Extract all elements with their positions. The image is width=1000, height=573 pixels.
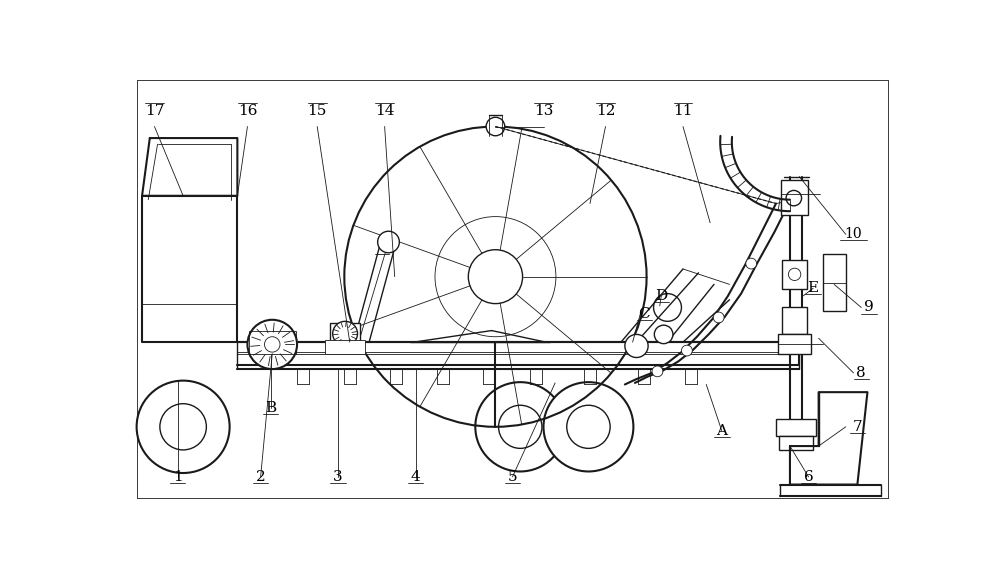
- Text: 5: 5: [508, 470, 517, 484]
- Text: 6: 6: [804, 470, 813, 484]
- Bar: [330, 323, 360, 344]
- Text: 16: 16: [238, 104, 257, 118]
- Text: 17: 17: [145, 104, 164, 118]
- Circle shape: [468, 250, 523, 304]
- Circle shape: [654, 293, 681, 321]
- Text: 1: 1: [173, 470, 183, 484]
- Text: 15: 15: [308, 104, 327, 118]
- Text: 11: 11: [673, 104, 693, 118]
- Bar: [778, 335, 811, 354]
- Circle shape: [378, 231, 399, 253]
- Circle shape: [475, 382, 565, 472]
- Text: C: C: [638, 307, 650, 321]
- Circle shape: [788, 268, 801, 281]
- Circle shape: [544, 382, 633, 472]
- Text: B: B: [265, 401, 276, 414]
- Text: 14: 14: [375, 104, 394, 118]
- Text: 9: 9: [864, 300, 874, 315]
- Text: E: E: [808, 281, 819, 295]
- Text: 8: 8: [856, 366, 866, 380]
- Text: A: A: [716, 423, 727, 438]
- Text: 10: 10: [845, 227, 862, 241]
- Circle shape: [333, 321, 358, 346]
- Bar: [325, 340, 365, 354]
- Circle shape: [247, 320, 297, 369]
- Circle shape: [137, 380, 230, 473]
- Text: 7: 7: [853, 420, 862, 434]
- Bar: [779, 436, 813, 450]
- Circle shape: [786, 190, 802, 206]
- Text: 12: 12: [596, 104, 615, 118]
- Circle shape: [713, 312, 724, 323]
- Text: 13: 13: [534, 104, 553, 118]
- Bar: [249, 331, 296, 354]
- Text: 3: 3: [333, 470, 343, 484]
- Text: 2: 2: [256, 470, 266, 484]
- Circle shape: [654, 325, 673, 344]
- Polygon shape: [790, 392, 867, 485]
- Text: 4: 4: [411, 470, 420, 484]
- Bar: [782, 308, 807, 335]
- Circle shape: [625, 335, 648, 358]
- Bar: [782, 260, 807, 289]
- Bar: [776, 419, 816, 436]
- Circle shape: [486, 117, 505, 136]
- Text: D: D: [655, 289, 667, 303]
- Polygon shape: [142, 138, 237, 196]
- Polygon shape: [142, 196, 237, 342]
- Circle shape: [746, 258, 757, 269]
- Circle shape: [652, 366, 663, 377]
- Bar: [822, 254, 846, 311]
- Circle shape: [681, 345, 692, 356]
- Bar: [781, 180, 808, 215]
